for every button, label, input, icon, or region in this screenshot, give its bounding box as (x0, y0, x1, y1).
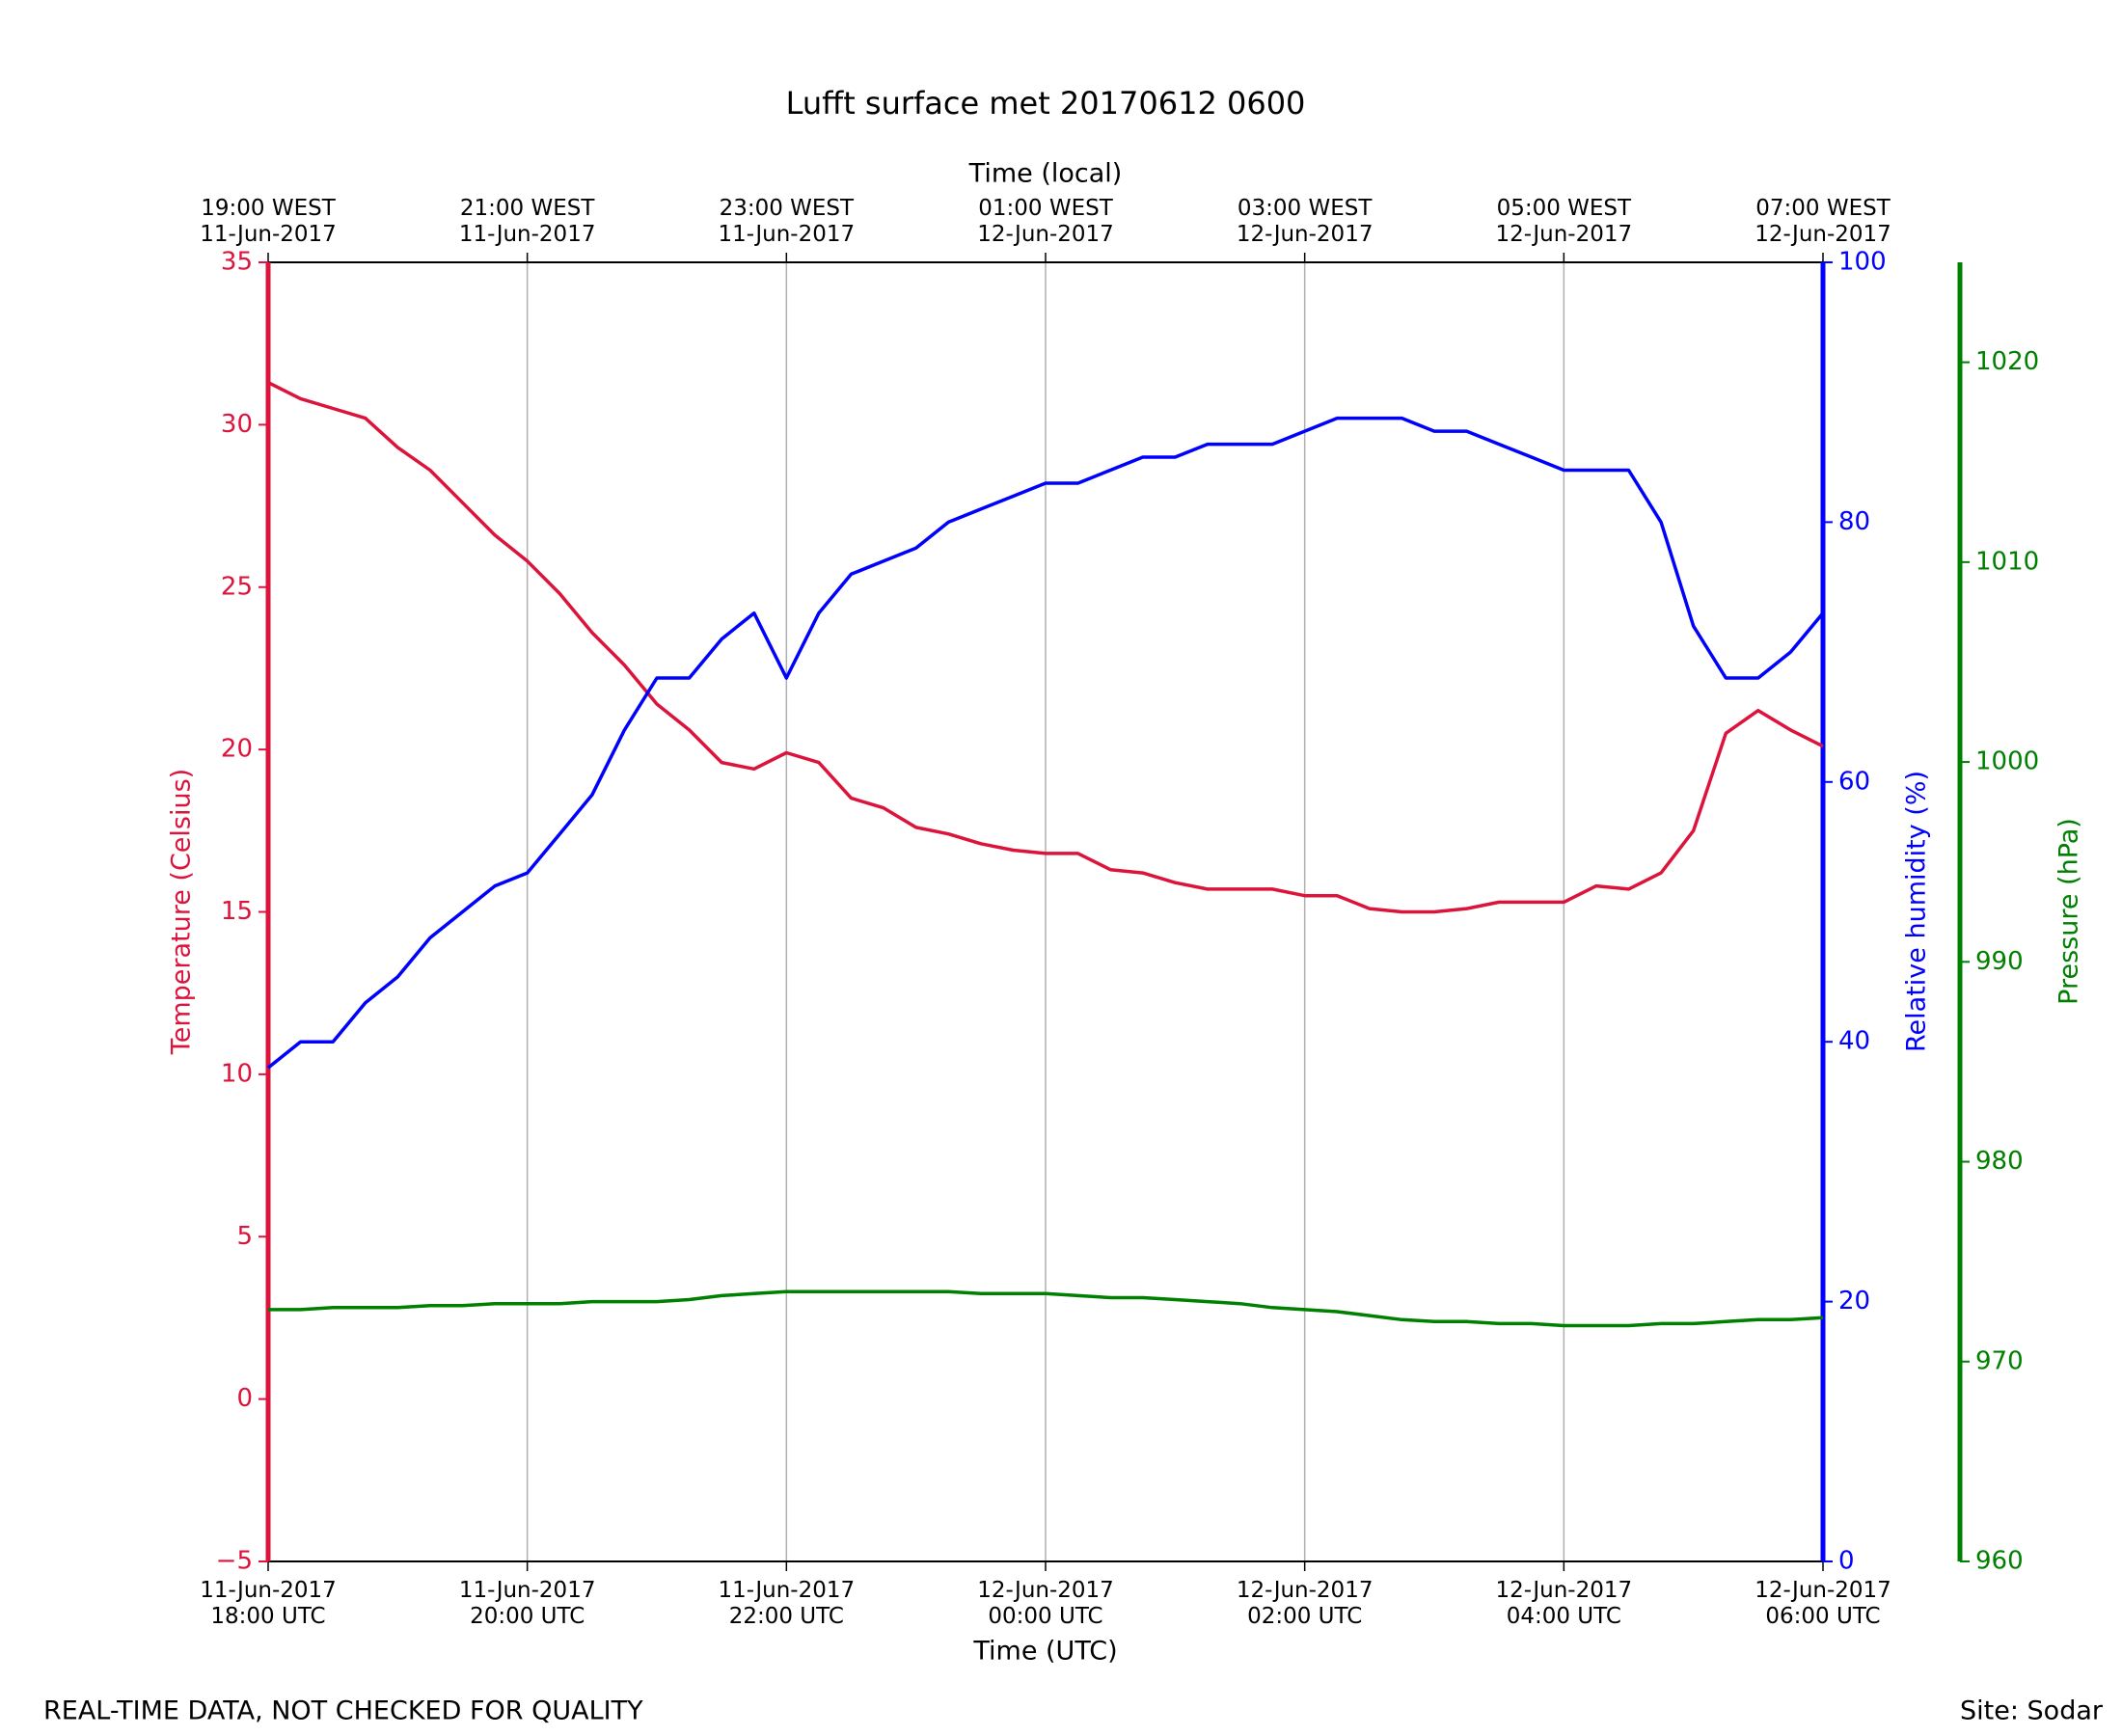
x-tick-label-line: 03:00 WEST (1238, 196, 1373, 221)
y-tick-label: 5 (236, 1222, 253, 1251)
y-tick-label: 0 (236, 1384, 253, 1413)
footer-left: REAL-TIME DATA, NOT CHECKED FOR QUALITY (43, 1696, 643, 1726)
y-axis-label: Temperature (Celsius) (167, 769, 197, 1055)
x-tick-label-line: 11-Jun-2017 (200, 222, 337, 247)
x-tick-label-line: 06:00 UTC (1765, 1604, 1880, 1629)
x-tick-label-line: 12-Jun-2017 (1496, 222, 1633, 247)
y3-tick-label: 970 (1975, 1346, 2024, 1375)
x-tick-label: 12-Jun-2017 04:00 UTC (1496, 1578, 1633, 1629)
x-tick-label: 11-Jun-2017 18:00 UTC (200, 1578, 337, 1629)
x-tick-label-line: 19:00 WEST (201, 196, 336, 221)
y2-axis-label: Relative humidity (%) (1902, 771, 1932, 1052)
x-tick-label-line: 12-Jun-2017 (1237, 222, 1374, 247)
chart-title: Lufft surface met 20170612 0600 (786, 85, 1306, 122)
y2-tick-label: 100 (1838, 248, 1887, 277)
y2-tick-label: 20 (1838, 1287, 1870, 1316)
x-tick-label: 12-Jun-2017 00:00 UTC (977, 1578, 1114, 1629)
x-tick-label: 05:00 WEST 12-Jun-2017 (1496, 196, 1633, 247)
x2-axis-label: Time (local) (968, 159, 1123, 189)
y3-tick-label: 1000 (1975, 747, 2039, 776)
x-tick-label-line: 12-Jun-2017 (977, 1578, 1114, 1603)
series-line (268, 1289, 1824, 1328)
x-tick-label-line: 22:00 UTC (729, 1604, 844, 1629)
x-tick-label-line: 12-Jun-2017 (1237, 1578, 1374, 1603)
x-tick-label-line: 12-Jun-2017 (977, 222, 1114, 247)
x-tick-label: 11-Jun-2017 22:00 UTC (719, 1578, 856, 1629)
y2-tick-label: 0 (1838, 1547, 1855, 1576)
x-tick-label: 07:00 WEST 12-Jun-2017 (1755, 196, 1891, 247)
x-tick-label-line: 01:00 WEST (978, 196, 1113, 221)
y3-axis-label: Pressure (hPa) (2054, 818, 2084, 1005)
y-tick-label: 25 (221, 572, 253, 601)
y-tick-label: 20 (221, 735, 253, 764)
series-line (266, 416, 1825, 1070)
x-tick-label-line: 12-Jun-2017 (1496, 1578, 1633, 1603)
y2-tick-label: 60 (1838, 767, 1870, 796)
y-tick-label: 30 (221, 410, 253, 439)
x-tick-label-line: 05:00 WEST (1497, 196, 1632, 221)
x-tick-label: 23:00 WEST 11-Jun-2017 (719, 196, 856, 247)
y3-tick-label: 990 (1975, 947, 2024, 976)
x-tick-label-line: 11-Jun-2017 (719, 222, 856, 247)
x-tick-label: 12-Jun-2017 02:00 UTC (1237, 1578, 1374, 1629)
x-tick-label-line: 23:00 WEST (720, 196, 855, 221)
x-tick-label-line: 11-Jun-2017 (200, 1578, 337, 1603)
y-tick-label: −5 (216, 1547, 253, 1576)
x-tick-label: 21:00 WEST 11-Jun-2017 (459, 196, 596, 247)
x-axis-label: Time (UTC) (972, 1637, 1117, 1667)
x-tick-label-line: 04:00 UTC (1507, 1604, 1621, 1629)
x-tick-label: 19:00 WEST 11-Jun-2017 (200, 196, 337, 247)
x-tick-label: 11-Jun-2017 20:00 UTC (459, 1578, 596, 1629)
x-tick-label: 01:00 WEST 12-Jun-2017 (977, 196, 1114, 247)
footer-right: Site: Sodar (1960, 1696, 2104, 1726)
y-tick-label: 10 (221, 1059, 253, 1088)
y3-tick-label: 1010 (1975, 547, 2039, 576)
x-tick-label-line: 02:00 UTC (1247, 1604, 1362, 1629)
series-line (267, 381, 1824, 914)
x-tick-label-line: 07:00 WEST (1755, 196, 1891, 221)
y3-tick-label: 980 (1975, 1147, 2024, 1176)
y2-tick-label: 40 (1838, 1027, 1870, 1056)
x-tick-label-line: 18:00 UTC (210, 1604, 325, 1629)
y2-tick-label: 80 (1838, 507, 1870, 536)
y3-tick-label: 960 (1975, 1547, 2024, 1576)
y3-tick-label: 1020 (1975, 347, 2039, 376)
x-tick-label-line: 12-Jun-2017 (1755, 222, 1891, 247)
x-tick-label: 12-Jun-2017 06:00 UTC (1755, 1578, 1891, 1629)
x-tick-label-line: 11-Jun-2017 (459, 1578, 596, 1603)
y-tick-label: 15 (221, 897, 253, 926)
x-tick-label-line: 00:00 UTC (988, 1604, 1102, 1629)
x-tick-label-line: 12-Jun-2017 (1755, 1578, 1891, 1603)
y-tick-label: 35 (221, 248, 253, 277)
x-tick-label-line: 21:00 WEST (460, 196, 595, 221)
x-tick-label-line: 11-Jun-2017 (459, 222, 596, 247)
x-tick-label-line: 20:00 UTC (470, 1604, 585, 1629)
x-tick-label: 03:00 WEST 12-Jun-2017 (1237, 196, 1374, 247)
x-tick-label-line: 11-Jun-2017 (719, 1578, 856, 1603)
